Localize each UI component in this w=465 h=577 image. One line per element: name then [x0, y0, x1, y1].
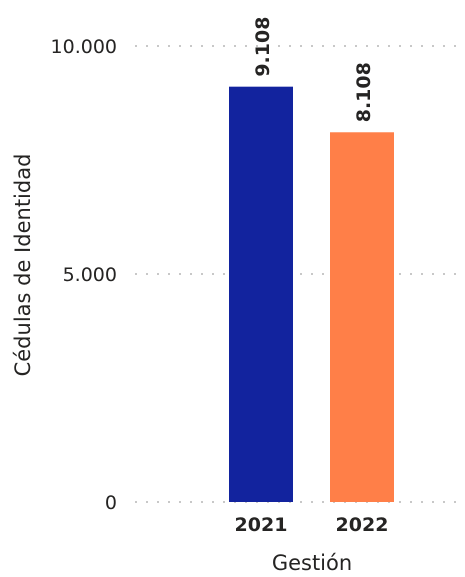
y-tick-label: 0	[105, 492, 117, 514]
bars	[229, 86, 394, 502]
x-tick-label: 2022	[336, 514, 389, 536]
data-label-2022: 8.108	[353, 62, 375, 122]
data-label-2021: 9.108	[252, 17, 274, 77]
bar-2022[interactable]	[330, 132, 394, 502]
x-axis-title: Gestión	[272, 551, 352, 575]
y-axis-ticks: 0 5.000 10.000	[51, 36, 117, 514]
y-tick-label: 10.000	[51, 36, 117, 58]
gridlines	[135, 45, 462, 503]
y-axis-title: Cédulas de Identidad	[11, 154, 35, 377]
x-axis-ticks: 2021 2022	[235, 514, 389, 536]
bar-2021[interactable]	[229, 86, 293, 502]
data-labels: 9.108 8.108	[252, 17, 375, 123]
y-tick-label: 5.000	[63, 264, 117, 286]
x-tick-label: 2021	[235, 514, 288, 536]
